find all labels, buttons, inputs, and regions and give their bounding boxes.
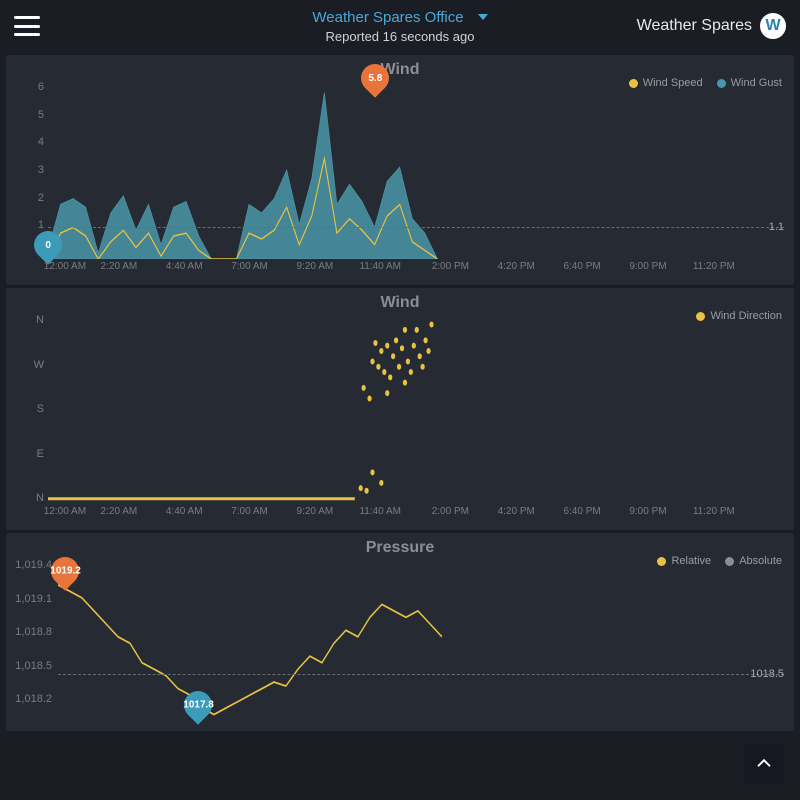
reference-line	[48, 227, 784, 228]
pressure-chart[interactable]: 1,019.4 1,019.1 1,018.8 1,018.5 1,018.2 1018.…	[16, 559, 784, 723]
reference-line	[58, 674, 784, 675]
station-selector[interactable]: Weather Spares Office	[312, 9, 487, 26]
brand-logo-icon: W	[760, 13, 786, 39]
y-tick-label: 1,018.2	[14, 693, 52, 705]
brand: Weather Spares W	[637, 13, 786, 39]
value-marker: 5.8	[361, 64, 389, 92]
y-tick-label: S	[14, 403, 44, 415]
x-tick-label: 2:20 AM	[101, 506, 138, 522]
app-header: Weather Spares Office Reported 16 second…	[0, 0, 800, 52]
value-marker: 0	[34, 231, 62, 259]
x-tick-label: 7:00 AM	[231, 506, 268, 522]
y-tick-label: W	[14, 359, 44, 371]
x-tick-label: 2:00 PM	[432, 261, 469, 277]
x-tick-label: 4:40 AM	[166, 506, 203, 522]
wind-direction-chart[interactable]: NWSEN12:00 AM2:20 AM4:40 AM7:00 AM9:20 A…	[16, 314, 784, 522]
y-tick-label: 1,018.5	[14, 660, 52, 672]
y-tick-label: 3	[14, 164, 44, 176]
y-axis: N W S E N	[14, 314, 44, 504]
x-tick-label: 6:40 PM	[563, 261, 600, 277]
x-tick-label: 12:00 AM	[44, 261, 86, 277]
y-tick-label: N	[14, 492, 44, 504]
pressure-panel: Pressure RelativeAbsolute 1,019.41,019.1…	[6, 533, 794, 731]
x-tick-label: 11:40 AM	[359, 506, 401, 522]
x-tick-label: 11:20 PM	[693, 261, 735, 277]
plot-area: 1.15.80	[48, 81, 756, 259]
y-tick-label: E	[14, 448, 44, 460]
y-tick-label: 1,019.1	[14, 593, 52, 605]
x-tick-label: 11:20 PM	[693, 506, 735, 522]
plot-area: 1018.51019.21017.8	[58, 559, 756, 721]
value-marker: 1019.2	[51, 557, 79, 585]
wind-speed-panel: Wind Wind SpeedWind Gust 65432101.15.801…	[6, 55, 794, 285]
wind-direction-panel: Wind Wind Direction NWSEN12:00 AM2:20 AM…	[6, 288, 794, 530]
y-tick-label: N	[14, 314, 44, 326]
reference-label: 1.1	[769, 221, 784, 233]
brand-text: Weather Spares	[637, 17, 752, 35]
y-tick-label: 2	[14, 192, 44, 204]
x-tick-label: 4:40 AM	[166, 261, 203, 277]
x-axis: 12:00 AM2:20 AM4:40 AM7:00 AM9:20 AM11:4…	[48, 506, 756, 522]
chevron-down-icon	[478, 14, 488, 20]
y-tick-label: 1,019.4	[14, 559, 52, 571]
x-axis: 12:00 AM2:20 AM4:40 AM7:00 AM9:20 AM11:4…	[48, 261, 756, 277]
x-tick-label: 12:00 AM	[44, 506, 86, 522]
scroll-to-top-button[interactable]	[744, 744, 784, 784]
y-tick-label: 5	[14, 109, 44, 121]
x-tick-label: 2:20 AM	[101, 261, 138, 277]
plot-area	[48, 314, 756, 504]
last-reported-text: Reported 16 seconds ago	[326, 29, 475, 44]
station-name: Weather Spares Office	[312, 9, 463, 26]
y-tick-label: 6	[14, 81, 44, 93]
x-tick-label: 9:00 PM	[629, 506, 666, 522]
x-tick-label: 9:20 AM	[297, 506, 334, 522]
panel-title: Wind	[16, 294, 784, 312]
y-axis: 1,019.4 1,019.1 1,018.8 1,018.5 1,018.2	[14, 559, 52, 705]
reference-label: 1018.5	[750, 668, 784, 680]
x-tick-label: 2:00 PM	[432, 506, 469, 522]
x-tick-label: 9:20 AM	[297, 261, 334, 277]
x-tick-label: 11:40 AM	[359, 261, 401, 277]
y-tick-label: 4	[14, 136, 44, 148]
x-tick-label: 6:40 PM	[563, 506, 600, 522]
menu-icon[interactable]	[14, 16, 40, 36]
x-tick-label: 4:20 PM	[498, 506, 535, 522]
x-tick-label: 9:00 PM	[629, 261, 666, 277]
y-tick-label: 1	[14, 219, 44, 231]
wind-chart[interactable]: 6 5 4 3 2 101.15.80 12:00 AM 2:20 AM 4:40 AM 7:00…	[16, 81, 784, 277]
y-tick-label: 1,018.8	[14, 626, 52, 638]
x-tick-label: 4:20 PM	[498, 261, 535, 277]
chevron-up-icon	[755, 755, 773, 773]
x-tick-label: 7:00 AM	[231, 261, 268, 277]
value-marker: 1017.8	[184, 691, 212, 719]
